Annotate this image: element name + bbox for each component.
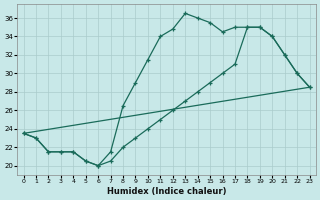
X-axis label: Humidex (Indice chaleur): Humidex (Indice chaleur): [107, 187, 226, 196]
